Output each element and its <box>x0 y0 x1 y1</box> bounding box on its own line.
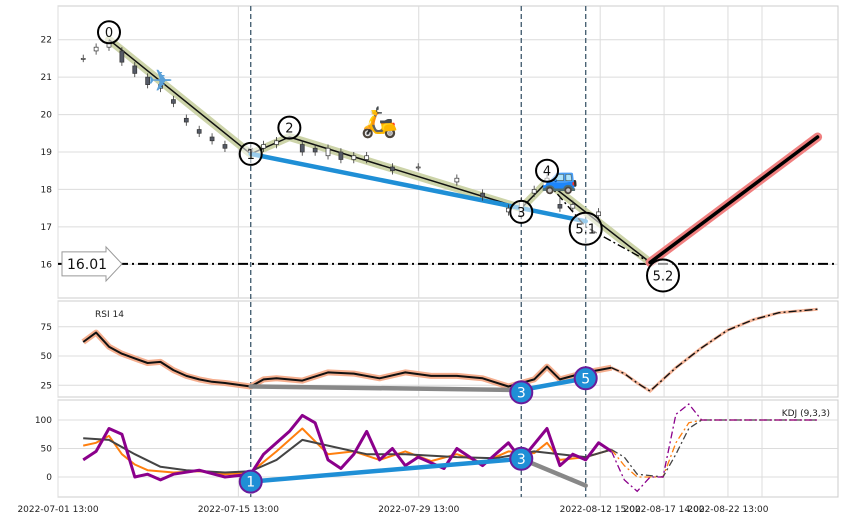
x-tick-label: 2022-07-15 13:00 <box>198 505 279 515</box>
price-ytick-label: 20 <box>41 111 53 121</box>
rsi-marker-text: 5 <box>581 371 590 387</box>
kdj-ytick-label: 100 <box>35 416 52 426</box>
candle-body <box>454 177 460 183</box>
candle-body <box>261 144 266 149</box>
candle-body <box>312 147 318 153</box>
wave-label-circle <box>96 20 121 45</box>
x-tick-label: 2022-07-01 13:00 <box>17 505 98 515</box>
wave-label-text: 2 <box>285 122 293 137</box>
price-ytick-label: 19 <box>41 148 53 158</box>
candle-body <box>351 155 357 160</box>
candle-body <box>390 166 395 172</box>
rsi-ytick-label: 75 <box>41 323 52 333</box>
rsi-marker-circle <box>509 380 534 405</box>
wave-label-text: 4 <box>543 165 551 180</box>
candle-body <box>158 84 163 89</box>
kdj-series-D <box>83 437 612 474</box>
rsi-marker-circle <box>573 366 598 391</box>
candle-body <box>325 147 331 157</box>
wave-label-circle <box>568 211 603 246</box>
candle-body <box>183 117 189 123</box>
price-ytick-label: 21 <box>41 73 52 83</box>
price-ytick-label: 16 <box>41 260 53 270</box>
candle-body <box>132 65 138 74</box>
projection-line <box>648 135 820 265</box>
x-tick-label: 2022-08-22 13:00 <box>687 505 768 515</box>
x-tick-label: 2022-07-29 13:00 <box>378 505 459 515</box>
x-tick-label: 2022-08-12 15:00 <box>560 505 641 515</box>
candle-body <box>145 76 150 85</box>
candle-body <box>480 192 485 198</box>
candle-body <box>570 204 576 209</box>
candle-body <box>171 99 176 104</box>
wave-label-circle <box>645 258 680 293</box>
candle-body <box>274 140 279 145</box>
kdj-ytick-label: 50 <box>41 445 53 455</box>
kdj-projection <box>611 419 818 478</box>
wave-path-line <box>108 39 651 263</box>
candle-body <box>93 46 99 52</box>
wave-label-circle <box>535 158 560 183</box>
price-level-label: 16.01 <box>67 257 107 273</box>
wave-label-circle <box>238 141 263 166</box>
candle-body <box>338 151 344 160</box>
wave-label-circle <box>277 115 302 140</box>
rsi-ytick-label: 25 <box>41 381 52 391</box>
rsi-line <box>82 331 612 388</box>
candle-body <box>299 144 305 153</box>
wave-label-text: 3 <box>517 206 525 221</box>
kdj-projection <box>610 403 818 493</box>
price-ytick-label: 22 <box>41 36 52 46</box>
candle-body <box>196 129 202 134</box>
rsi-marker-text: 3 <box>517 385 526 401</box>
wave-label-text: 5.2 <box>653 270 674 285</box>
rsi-label: RSI 14 <box>95 310 124 320</box>
kdj-series-J <box>82 413 613 482</box>
wave-label-text: 1 <box>247 148 255 163</box>
candle-body <box>119 50 125 63</box>
airplane-icon: ✈ <box>148 64 173 99</box>
rsi-projection <box>611 308 818 392</box>
wave-label-text: 5.1 <box>575 223 596 238</box>
candle-body <box>557 204 563 209</box>
price-ytick-label: 17 <box>41 223 52 233</box>
price-arrow-box <box>61 245 123 283</box>
rsi-trendline-gray <box>248 384 524 393</box>
kdj-ytick-label: 0 <box>46 473 52 483</box>
wave-label-text: 0 <box>105 26 113 41</box>
candle-body <box>415 166 421 169</box>
candle-body <box>80 58 86 60</box>
kdj-projection <box>610 419 818 478</box>
candle-body <box>364 155 370 160</box>
candle-body <box>209 136 215 142</box>
kdj-marker-text: 3 <box>517 452 526 468</box>
kdj-label: KDJ (9,3,3) <box>782 409 830 419</box>
price-ytick-label: 18 <box>41 185 53 195</box>
candle-body <box>531 189 537 194</box>
kdj-marker-text: 1 <box>246 475 255 491</box>
wave-label-circle <box>509 199 534 224</box>
kdj-series-K <box>82 427 612 476</box>
candle-body <box>596 211 601 216</box>
kdj-marker-circle <box>238 469 263 494</box>
kdj-marker-circle <box>509 446 534 471</box>
scooter-icon: 🛵 <box>361 105 398 140</box>
rsi-ytick-label: 50 <box>41 352 53 362</box>
candle-body <box>222 144 228 149</box>
rsi-panel-frame <box>57 300 839 398</box>
kdj-trendline-blue <box>248 456 524 484</box>
x-tick-label: 2022-08-17 14:00 <box>624 505 705 515</box>
